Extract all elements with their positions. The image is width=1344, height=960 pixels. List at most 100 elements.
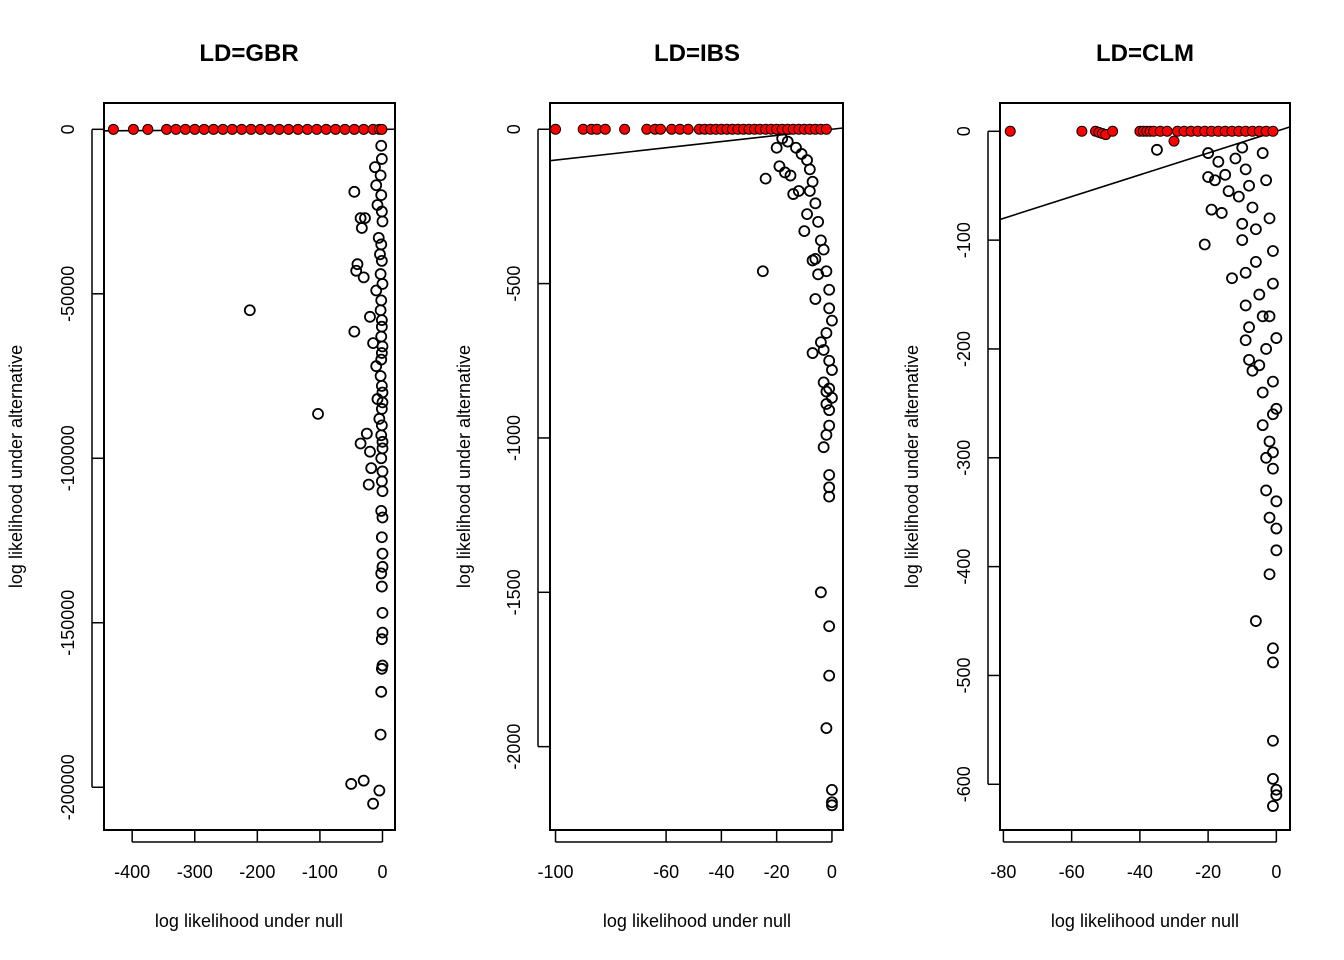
data-point bbox=[1249, 223, 1262, 236]
data-point bbox=[375, 403, 388, 415]
x-tick-label: -60 bbox=[653, 862, 679, 882]
data-point bbox=[351, 258, 364, 271]
data-point bbox=[1236, 141, 1249, 154]
data-point bbox=[254, 123, 266, 135]
data-point bbox=[367, 797, 379, 810]
data-point bbox=[376, 547, 389, 560]
x-tick-label: -100 bbox=[302, 862, 338, 882]
x-tick-label: 0 bbox=[377, 862, 387, 882]
data-point bbox=[790, 141, 802, 154]
y-tick-label: -500 bbox=[504, 266, 524, 302]
data-point bbox=[1243, 179, 1255, 192]
data-point bbox=[1270, 544, 1283, 557]
data-point bbox=[1263, 511, 1276, 524]
data-point bbox=[376, 123, 388, 135]
y-tick-label: -500 bbox=[954, 657, 974, 693]
data-point bbox=[809, 252, 822, 265]
data-point bbox=[107, 123, 119, 135]
data-point bbox=[817, 243, 830, 256]
data-point bbox=[1198, 238, 1211, 251]
data-point bbox=[370, 284, 383, 297]
data-point bbox=[1246, 201, 1259, 214]
data-point bbox=[823, 404, 836, 417]
data-point bbox=[1239, 299, 1252, 312]
data-point bbox=[1236, 234, 1249, 247]
data-point bbox=[820, 123, 832, 135]
data-point bbox=[375, 353, 388, 366]
data-point bbox=[1270, 402, 1283, 415]
data-point bbox=[359, 212, 371, 225]
data-point bbox=[1267, 462, 1279, 475]
data-point bbox=[243, 304, 256, 317]
data-point bbox=[376, 560, 389, 573]
plot-area bbox=[104, 123, 395, 810]
y-tick-label: -400 bbox=[954, 549, 974, 585]
chart-panel-3: LD=CLM-80 -60 -40 -20 00-100-200-300-400-500… bbox=[902, 40, 1291, 931]
data-point bbox=[1161, 125, 1173, 137]
data-point bbox=[376, 278, 389, 290]
data-point bbox=[311, 123, 323, 135]
data-point bbox=[1246, 364, 1259, 377]
data-point bbox=[364, 310, 376, 323]
data-point bbox=[375, 380, 388, 392]
data-point bbox=[1270, 332, 1283, 344]
data-point bbox=[1239, 163, 1252, 176]
data-point bbox=[376, 340, 389, 353]
data-point bbox=[1239, 334, 1252, 347]
data-point bbox=[375, 633, 388, 646]
data-point bbox=[1219, 168, 1232, 181]
data-point bbox=[339, 123, 351, 135]
data-point bbox=[374, 370, 387, 382]
y-tick-label: -200000 bbox=[58, 754, 78, 820]
data-point bbox=[826, 314, 838, 327]
data-point bbox=[376, 606, 389, 619]
x-tick-label: -60 bbox=[1059, 862, 1085, 882]
y-axis-label: log likelihood under alternative bbox=[454, 345, 474, 588]
plot-frame bbox=[103, 102, 396, 831]
data-point bbox=[374, 248, 386, 261]
data-point bbox=[369, 161, 381, 174]
data-point bbox=[364, 445, 376, 458]
x-tick-label: -40 bbox=[1127, 862, 1153, 882]
data-point bbox=[826, 364, 838, 376]
chart-title: LD=CLM bbox=[1096, 40, 1194, 67]
data-point bbox=[1253, 359, 1266, 372]
data-point bbox=[798, 225, 811, 238]
data-point bbox=[812, 215, 825, 228]
data-point bbox=[682, 123, 694, 135]
data-point bbox=[245, 123, 257, 135]
data-point bbox=[273, 123, 285, 135]
x-tick-label: 0 bbox=[827, 862, 837, 882]
data-point bbox=[375, 475, 388, 488]
chart-panel-1: LD=GBR -400 -300 -200 -100 0 0 -50000 -100000 -15… bbox=[6, 40, 396, 931]
data-point bbox=[773, 160, 786, 173]
data-point bbox=[1107, 125, 1119, 137]
data-point bbox=[376, 626, 389, 639]
data-point bbox=[1263, 568, 1276, 581]
data-point bbox=[348, 185, 361, 198]
data-point bbox=[374, 304, 387, 317]
data-point bbox=[781, 135, 794, 148]
data-point bbox=[375, 429, 388, 442]
data-point bbox=[1243, 353, 1255, 366]
data-point bbox=[1260, 174, 1273, 187]
y-tick-label: -100000 bbox=[58, 425, 78, 491]
data-point bbox=[375, 255, 388, 267]
data-point bbox=[820, 327, 833, 339]
data-point bbox=[784, 169, 797, 182]
y-tick-label: -150000 bbox=[58, 590, 78, 656]
plot-frame bbox=[999, 102, 1291, 831]
y-tick-label: 0 bbox=[58, 124, 78, 134]
reference-line bbox=[1000, 126, 1290, 221]
x-tick-label: -200 bbox=[239, 862, 275, 882]
data-point bbox=[1267, 772, 1279, 785]
data-point bbox=[1202, 147, 1215, 159]
data-point bbox=[375, 452, 388, 465]
data-point bbox=[1239, 266, 1252, 279]
data-point bbox=[179, 123, 191, 135]
x-tick-label: -300 bbox=[177, 862, 213, 882]
data-point bbox=[1270, 789, 1283, 802]
data-point bbox=[292, 123, 304, 135]
data-point bbox=[1260, 451, 1273, 464]
